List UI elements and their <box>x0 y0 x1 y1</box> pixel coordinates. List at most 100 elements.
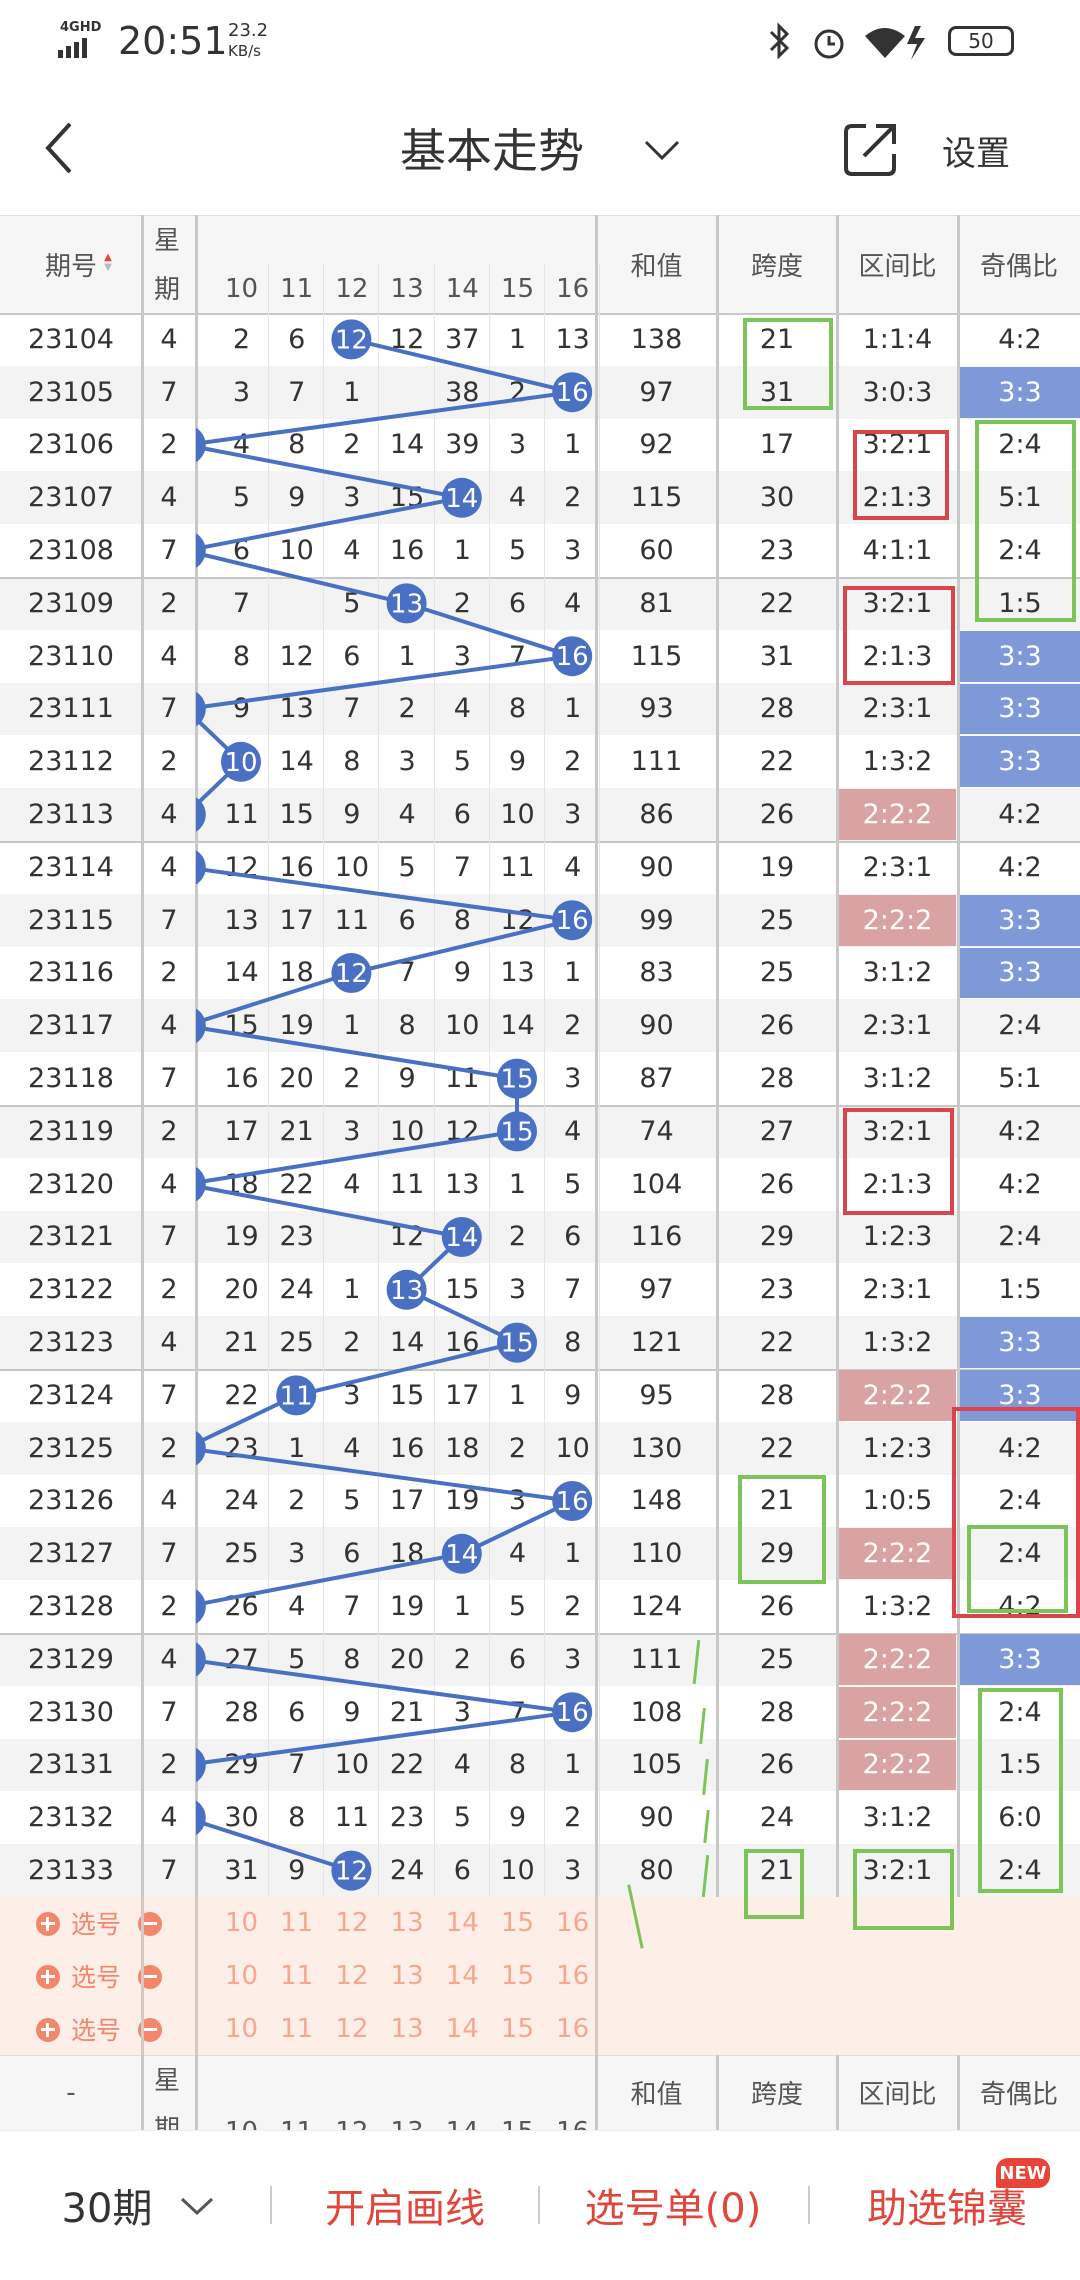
pick-number[interactable]: 16 <box>556 1961 590 1992</box>
number-ball <box>331 1850 372 1891</box>
ball-number: 10 <box>224 748 257 778</box>
period: 23126 <box>28 1485 114 1517</box>
add-icon[interactable] <box>36 1964 60 1989</box>
weekday: 2 <box>160 1274 178 1306</box>
helper-button[interactable]: 助选锦囊 <box>867 2186 1027 2232</box>
pick-label[interactable]: 选号 <box>70 1910 121 1940</box>
span: 28 <box>759 693 795 725</box>
odd-even-ratio: 3:3 <box>960 366 1080 418</box>
span: 17 <box>759 429 795 461</box>
period: 23122 <box>28 1274 114 1306</box>
settings-button[interactable]: 设置 <box>942 133 1010 174</box>
span: 23 <box>759 535 795 567</box>
back-button[interactable] <box>40 120 80 176</box>
share-button[interactable] <box>842 120 900 178</box>
number-cell: 5 <box>453 1802 471 1834</box>
number-cell: 4 <box>564 851 582 883</box>
pick-number[interactable]: 10 <box>224 2013 259 2044</box>
span: 21 <box>759 323 795 355</box>
number-cell: 9 <box>343 1696 361 1728</box>
pick-label[interactable]: 选号 <box>70 2015 121 2045</box>
ball-number: 12 <box>335 1857 368 1887</box>
number-cell: 10 <box>445 1010 480 1042</box>
pick-number[interactable]: 11 <box>280 1961 314 1992</box>
odd-even-ratio: 4:2 <box>998 1432 1042 1464</box>
pick-number[interactable]: 15 <box>500 1908 535 1939</box>
draw-lines-button[interactable]: 开启画线 <box>325 2186 485 2232</box>
network: 4GHD <box>60 20 102 35</box>
pick-number[interactable]: 14 <box>445 1961 479 1992</box>
column-divider <box>716 2055 719 2130</box>
sum: 87 <box>639 1063 674 1095</box>
pick-number[interactable]: 10 <box>224 1908 259 1939</box>
zone-ratio: 2:2:2 <box>839 894 956 946</box>
number-cell: 8 <box>343 1643 361 1675</box>
pick-number[interactable]: 15 <box>500 1961 535 1992</box>
trend-line <box>196 495 463 551</box>
weekday: 4 <box>160 640 178 672</box>
pick-number[interactable]: 12 <box>335 1961 369 1992</box>
pick-number[interactable]: 13 <box>390 1908 424 1939</box>
number-ball <box>441 1217 482 1257</box>
sum: 83 <box>639 957 674 989</box>
trend-line <box>196 1710 573 1766</box>
column-header: 区间比 <box>858 251 937 282</box>
pick-number[interactable]: 12 <box>335 2013 369 2044</box>
number-cell: 11 <box>224 799 259 831</box>
pick-label[interactable]: 选号 <box>70 1963 121 1993</box>
number-cell: 5 <box>508 535 527 567</box>
annotation-box <box>966 1524 1069 1614</box>
span: 26 <box>759 1010 795 1042</box>
period: 23110 <box>28 640 114 672</box>
pick-number[interactable]: 16 <box>556 2013 590 2044</box>
period: 23123 <box>28 1327 114 1359</box>
pick-number[interactable]: 11 <box>280 1908 314 1939</box>
period: 23119 <box>28 1115 114 1147</box>
add-icon[interactable] <box>36 2017 60 2042</box>
number-cell: 19 <box>389 1591 425 1623</box>
pick-number[interactable]: 13 <box>390 2013 424 2044</box>
number-ball <box>441 477 482 518</box>
pick-number[interactable]: 15 <box>500 2013 535 2044</box>
period: 23109 <box>28 587 114 619</box>
pick-list-button[interactable]: 选号单(0) <box>584 2186 762 2232</box>
number-cell: 5 <box>343 1485 361 1517</box>
trend-line <box>196 1025 518 1081</box>
pick-number[interactable]: 13 <box>390 1961 424 1992</box>
pick-number[interactable]: 16 <box>556 1908 590 1939</box>
number-cell: 10 <box>279 535 314 567</box>
number-cell: 8 <box>508 693 527 725</box>
number-cell: 17 <box>279 904 314 936</box>
period-select[interactable]: 30期 <box>61 2186 153 2232</box>
weekday: 4 <box>160 1643 178 1675</box>
pick-number[interactable]: 10 <box>224 1961 259 1992</box>
period: 23118 <box>28 1063 114 1095</box>
pick-number[interactable]: 14 <box>445 1908 479 1939</box>
span: 26 <box>759 1591 795 1623</box>
weekday: 4 <box>160 482 178 514</box>
number-ball <box>331 953 372 993</box>
number-cell: 7 <box>564 1274 582 1306</box>
pick-area <box>0 1897 1080 2060</box>
table-row <box>0 841 1080 894</box>
number-cell: 13 <box>500 957 535 989</box>
sum: 111 <box>630 746 683 778</box>
title-dropdown[interactable] <box>644 138 680 162</box>
pick-number[interactable]: 14 <box>445 2013 479 2044</box>
span: 31 <box>759 640 795 672</box>
pick-number[interactable]: 12 <box>335 1908 369 1939</box>
speed-unit: KB/s <box>228 42 261 60</box>
pick-number[interactable]: 11 <box>280 2013 314 2044</box>
annotation-box <box>978 1687 1063 1893</box>
zone-ratio: 1:2:3 <box>862 1221 933 1253</box>
period: 23117 <box>28 1010 114 1042</box>
page-title[interactable]: 基本走势 <box>400 124 584 178</box>
number-cell: 4 <box>343 1168 361 1200</box>
sum: 110 <box>630 1538 683 1570</box>
number-cell: 3 <box>453 640 471 672</box>
zone-ratio: 2:2:2 <box>839 1634 956 1685</box>
number-cell: 2 <box>343 1063 361 1095</box>
number-ball <box>552 1692 593 1733</box>
add-icon[interactable] <box>36 1912 60 1936</box>
